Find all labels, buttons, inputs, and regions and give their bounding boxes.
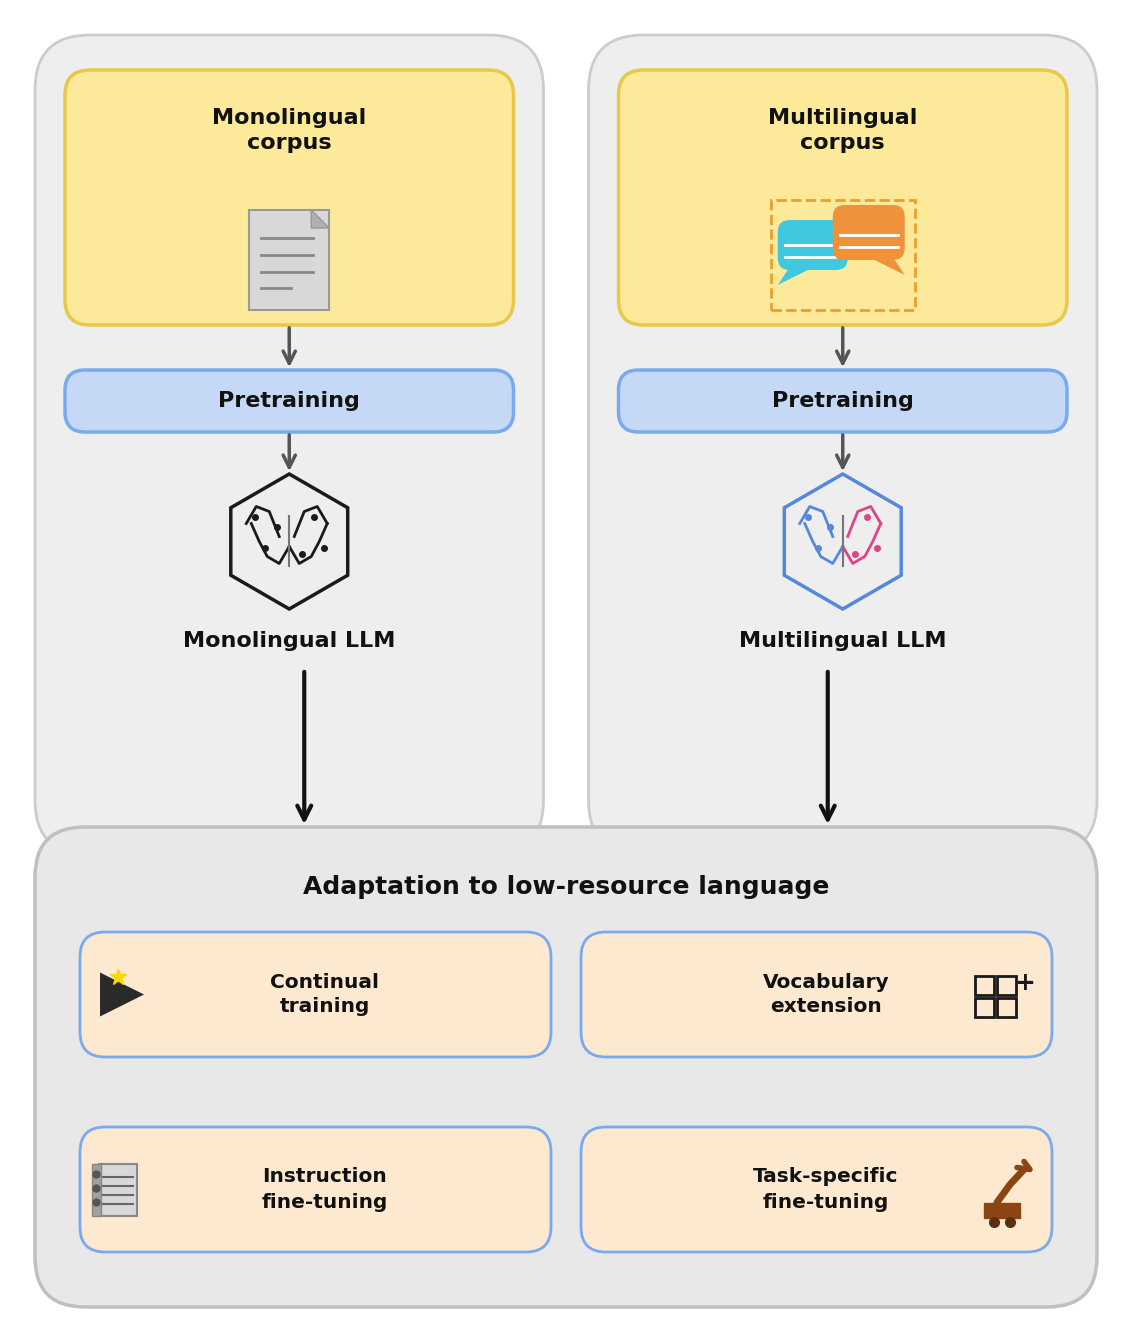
FancyBboxPatch shape	[589, 35, 1097, 855]
Text: Vocabulary
extension: Vocabulary extension	[763, 972, 890, 1016]
FancyBboxPatch shape	[618, 71, 1067, 325]
FancyBboxPatch shape	[65, 370, 514, 432]
Text: Multilingual
corpus: Multilingual corpus	[769, 108, 917, 153]
FancyBboxPatch shape	[65, 71, 514, 325]
Text: Monolingual
corpus: Monolingual corpus	[212, 108, 367, 153]
FancyBboxPatch shape	[80, 1127, 551, 1252]
Text: Pretraining: Pretraining	[772, 392, 914, 412]
FancyBboxPatch shape	[581, 932, 1052, 1058]
Text: Task-specific
fine-tuning: Task-specific fine-tuning	[753, 1168, 899, 1212]
FancyBboxPatch shape	[581, 1127, 1052, 1252]
Text: Monolingual LLM: Monolingual LLM	[183, 631, 395, 651]
FancyBboxPatch shape	[35, 827, 1097, 1307]
Text: Multilingual LLM: Multilingual LLM	[739, 631, 946, 651]
FancyBboxPatch shape	[984, 1203, 1020, 1217]
Text: Continual
training: Continual training	[271, 972, 379, 1016]
Text: +: +	[1014, 971, 1036, 995]
FancyBboxPatch shape	[778, 220, 848, 270]
FancyBboxPatch shape	[92, 1163, 101, 1216]
Text: Instruction
fine-tuning: Instruction fine-tuning	[261, 1168, 388, 1212]
Polygon shape	[100, 972, 144, 1016]
Text: Pretraining: Pretraining	[218, 392, 360, 412]
FancyBboxPatch shape	[618, 370, 1067, 432]
Polygon shape	[778, 270, 808, 285]
FancyBboxPatch shape	[80, 932, 551, 1058]
FancyBboxPatch shape	[249, 210, 329, 310]
FancyBboxPatch shape	[98, 1163, 137, 1216]
Polygon shape	[875, 260, 904, 274]
FancyBboxPatch shape	[35, 35, 543, 855]
FancyBboxPatch shape	[833, 205, 904, 260]
Text: Adaptation to low-resource language: Adaptation to low-resource language	[303, 875, 829, 899]
Polygon shape	[311, 210, 329, 228]
